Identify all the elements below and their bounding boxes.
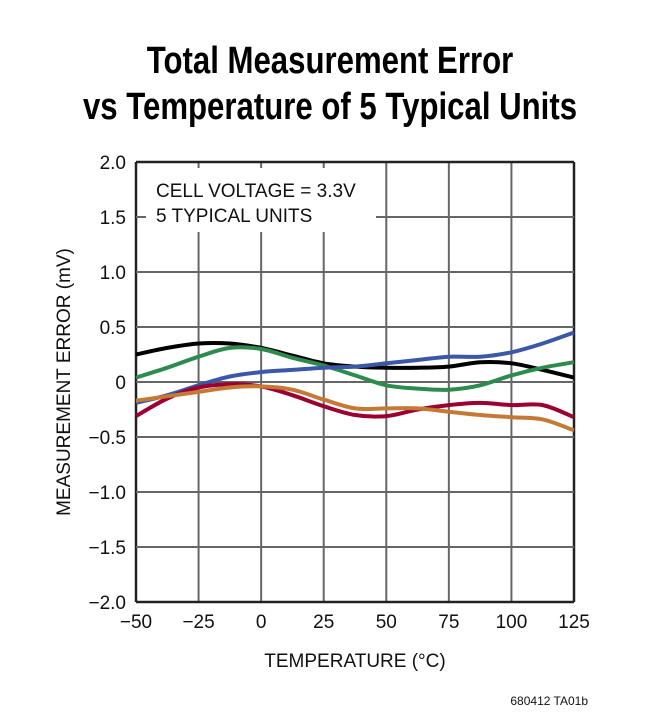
figure-code: 680412 TA01b: [510, 694, 588, 708]
tick-labels: −50 −25 0 25 50 75 100 125 2.0 1.5 1.0 0.5 0 −0.5 −1.0…: [88, 153, 589, 633]
y-tick-label: 0.5: [100, 318, 126, 339]
y-tick-label: 1.5: [100, 208, 126, 229]
series-line-unit-4: [135, 382, 575, 420]
y-tick-label: −2.0: [88, 593, 126, 614]
annotation-typical-units: 5 TYPICAL UNITS: [156, 206, 312, 227]
y-axis-label: MEASUREMENT ERROR (mV): [54, 248, 75, 516]
chart-title-line-2: vs Temperature of 5 Typical Units: [82, 86, 578, 128]
x-tick-label: 125: [558, 612, 590, 633]
series-line-unit-5: [135, 384, 575, 433]
y-tick-label: −1.5: [88, 538, 126, 559]
annotation-box: [146, 168, 376, 232]
x-tick-label: 50: [376, 612, 397, 633]
y-tick-label: 0: [115, 373, 126, 394]
grid: [134, 160, 576, 604]
x-tick-label: 0: [256, 612, 267, 633]
y-tick-label: −1.0: [88, 483, 126, 504]
x-tick-label: 100: [496, 612, 528, 633]
x-tick-label: 75: [438, 612, 459, 633]
y-tick-label: 1.0: [100, 263, 126, 284]
series-line-unit-2: [135, 345, 575, 392]
chart-title-line-1: Total Measurement Error: [146, 40, 514, 82]
series-line-unit-3: [135, 330, 575, 405]
x-tick-label: −25: [182, 612, 214, 633]
x-tick-label: −50: [120, 612, 152, 633]
x-tick-label: 25: [313, 612, 334, 633]
y-tick-label: 2.0: [100, 153, 126, 174]
y-tick-label: −0.5: [88, 428, 126, 449]
series-lines: [135, 330, 575, 433]
x-axis-label: TEMPERATURE (°C): [264, 651, 445, 672]
series-line-unit-1: [135, 340, 575, 380]
annotation-cell-voltage: CELL VOLTAGE = 3.3V: [156, 181, 356, 202]
